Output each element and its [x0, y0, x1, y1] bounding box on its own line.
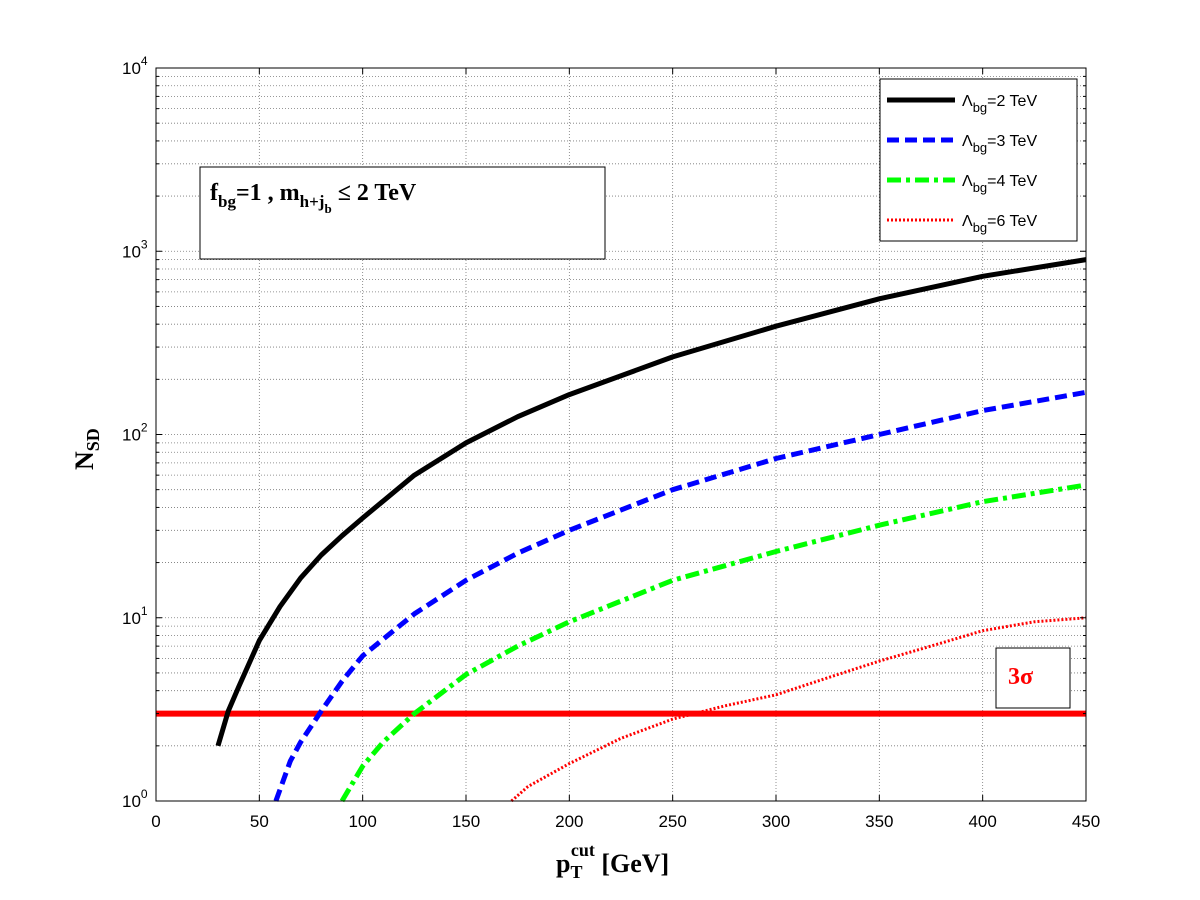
series-line-2 [273, 389, 1087, 802]
x-tick-label: 400 [968, 812, 996, 831]
x-tick-label: 100 [348, 812, 376, 831]
legend-label: Λbg=4 TeV [962, 173, 1037, 195]
y-tick-label: 102 [122, 421, 148, 445]
x-tick-label: 350 [865, 812, 893, 831]
x-tick-label: 0 [151, 812, 160, 831]
y-axis-label: NSD [70, 428, 103, 470]
ticks: 0 50 100 150 200 250 300 350 400 450 100 101 102 103 1… [122, 54, 1100, 831]
y-tick-label: 104 [122, 54, 148, 78]
series-line-4 [510, 616, 1087, 803]
x-tick-label: 200 [555, 812, 583, 831]
legend-box [879, 78, 1078, 242]
x-axis-label: pTcut [GeV] [556, 840, 669, 882]
x-tick-label: 50 [250, 812, 269, 831]
series-group [215, 257, 1087, 803]
y-tick-label: 103 [122, 237, 148, 261]
series-line-1 [215, 257, 1087, 747]
y-tick-label: 100 [122, 787, 148, 811]
x-tick-label: 150 [452, 812, 480, 831]
x-tick-label: 450 [1072, 812, 1100, 831]
x-tick-label: 250 [658, 812, 686, 831]
threshold-label: 3σ [1008, 664, 1033, 690]
legend-label: Λbg=2 TeV [962, 93, 1037, 115]
legend-label: Λbg=6 TeV [962, 213, 1037, 235]
annotation-text: fbg=1 , mh+jb ≤ 2 TeV [210, 180, 417, 216]
series-line-3 [339, 482, 1087, 803]
y-tick-label: 101 [122, 604, 148, 628]
legend-label: Λbg=3 TeV [962, 133, 1037, 155]
threshold-label-box: 3σ [995, 647, 1071, 709]
annotation-box: fbg=1 , mh+jb ≤ 2 TeV [199, 166, 606, 260]
x-tick-label: 300 [762, 812, 790, 831]
legend: Λbg=2 TeV Λbg=3 TeV Λbg=4 TeV Λbg=6 TeV [879, 78, 1078, 242]
